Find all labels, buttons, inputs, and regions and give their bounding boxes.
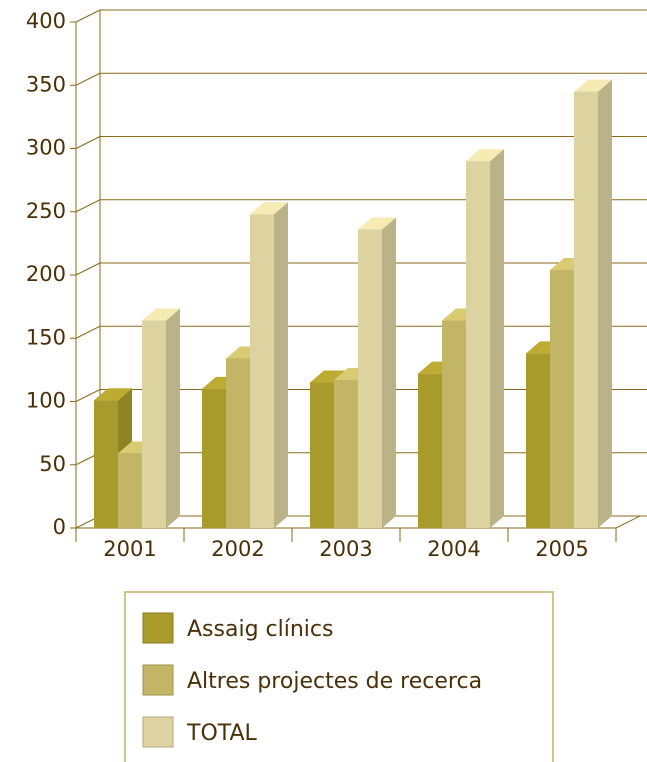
bar-front: [358, 229, 382, 528]
bar-front: [466, 161, 490, 528]
bar-top: [310, 370, 348, 383]
bar-side: [598, 79, 612, 528]
legend-swatch: [142, 612, 174, 644]
legend-swatch: [142, 664, 174, 696]
y-tick-label: 400: [26, 9, 66, 33]
bar-front: [334, 379, 358, 528]
legend-label: TOTAL: [186, 721, 258, 746]
bar-top: [142, 308, 180, 321]
y-tick-label: 250: [26, 199, 66, 223]
bar-front: [550, 269, 574, 528]
bar: [466, 149, 504, 528]
bar-side: [166, 308, 180, 528]
bar-top: [94, 388, 132, 401]
bar-top: [574, 79, 612, 92]
bar-front: [94, 400, 118, 528]
bar: [574, 79, 612, 528]
bar-front: [118, 453, 142, 528]
bar-side: [274, 202, 288, 528]
bar: [250, 202, 288, 528]
legend-label: Assaig clínics: [187, 617, 333, 642]
bar-front: [202, 388, 226, 528]
x-tick-label: 2002: [211, 537, 264, 561]
y-tick-label: 50: [39, 452, 66, 476]
bar-side: [490, 149, 504, 528]
y-tick-label: 200: [26, 262, 66, 286]
legend-swatch: [142, 716, 174, 748]
grid-line: [75, 199, 101, 213]
bar-front: [418, 373, 442, 528]
y-tick-label: 150: [26, 325, 66, 349]
grid-line: [75, 325, 101, 339]
x-tick-label: 2005: [535, 537, 588, 561]
bar-front: [574, 91, 598, 528]
x-tick-label: 2004: [427, 537, 480, 561]
grid-line: [75, 9, 101, 23]
bar-front: [250, 214, 274, 528]
bar-side: [382, 217, 396, 528]
bar-front: [442, 320, 466, 528]
grid-line: [75, 72, 101, 86]
bar: [142, 308, 180, 528]
legend-label: Altres projectes de recerca: [187, 669, 482, 694]
y-tick-label: 300: [26, 136, 66, 160]
y-tick-label: 0: [53, 515, 66, 539]
bar: [358, 217, 396, 528]
y-tick-label: 350: [26, 72, 66, 96]
y-tick-label: 100: [26, 389, 66, 413]
grid-line: [75, 136, 101, 149]
bar-top: [466, 149, 504, 162]
bar-front: [310, 382, 334, 528]
grid-line: [75, 262, 101, 276]
bar-front: [142, 320, 166, 528]
bar-front: [226, 358, 250, 528]
bar-front: [526, 353, 550, 528]
x-tick-label: 2003: [319, 537, 372, 561]
floor-edge: [615, 515, 641, 529]
grid-line: [75, 389, 101, 402]
x-tick-label: 2001: [103, 537, 156, 561]
bar-top: [250, 202, 288, 215]
legend-box: [124, 591, 554, 762]
bar-top: [358, 217, 396, 230]
legend: Assaig clínics Altres projectes de recerc…: [124, 591, 554, 762]
